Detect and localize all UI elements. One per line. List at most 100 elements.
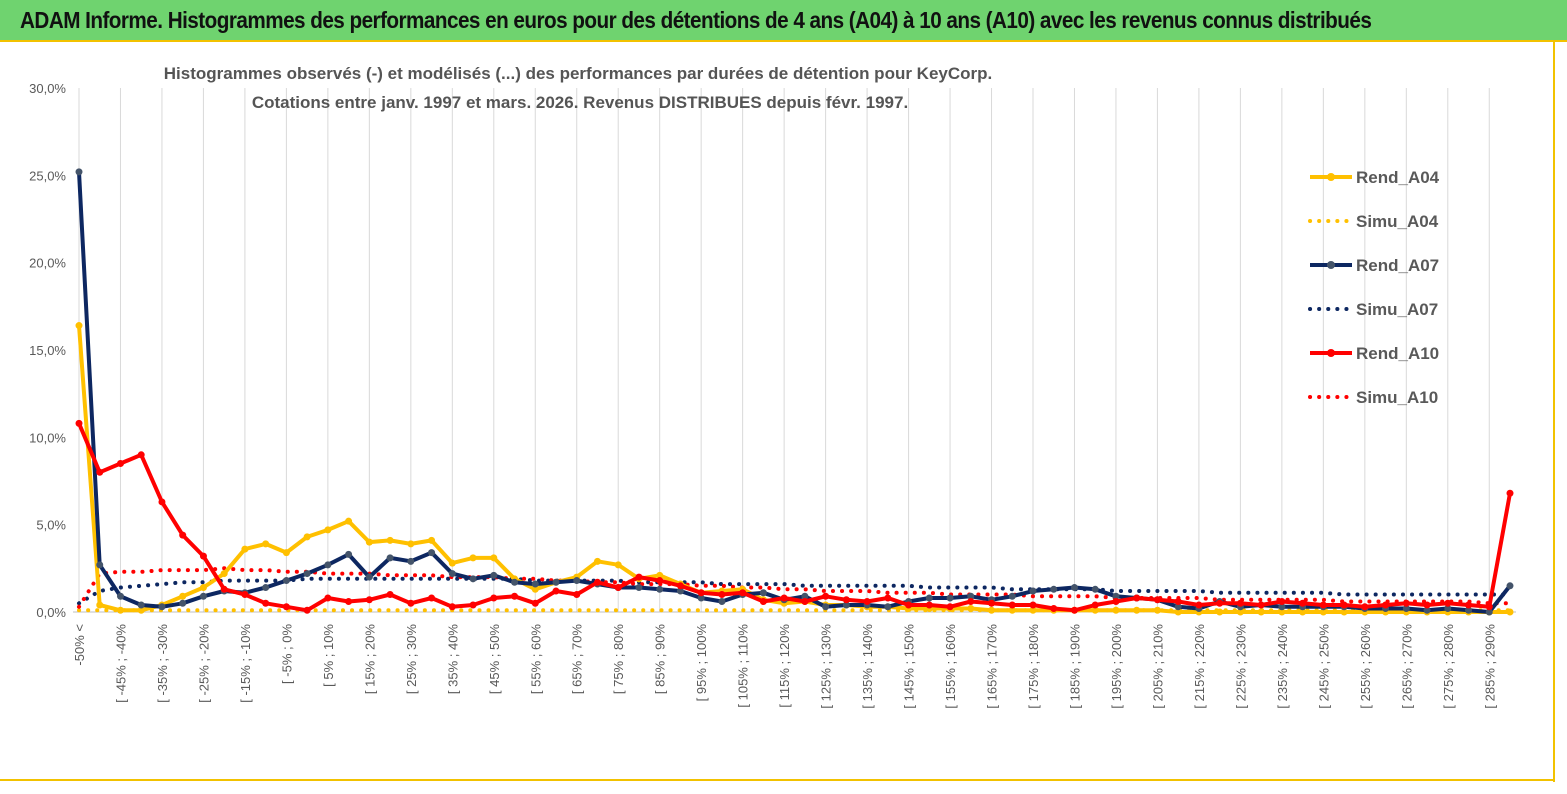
data-point bbox=[1485, 608, 1493, 616]
data-point bbox=[469, 554, 477, 562]
data-point bbox=[448, 570, 456, 578]
x-tick-label: [ -35% ; -30% bbox=[155, 624, 170, 703]
data-point bbox=[158, 498, 166, 506]
x-tick-label: [ 215% ; 220% bbox=[1192, 624, 1207, 709]
series-rend_a10 bbox=[75, 419, 1514, 614]
data-point bbox=[1112, 606, 1120, 614]
data-point bbox=[1091, 585, 1099, 593]
x-tick-label: [ 225% ; 230% bbox=[1233, 624, 1248, 709]
gridlines bbox=[78, 88, 1490, 612]
chart-title-line-1: Histogrammes observés (-) et modélisés (… bbox=[164, 64, 993, 83]
data-point bbox=[531, 599, 539, 607]
data-point bbox=[573, 577, 581, 585]
data-point bbox=[676, 582, 684, 590]
data-point bbox=[1112, 592, 1120, 600]
data-point bbox=[262, 599, 270, 607]
data-point bbox=[469, 601, 477, 609]
data-point bbox=[1444, 599, 1452, 607]
x-tick-label: [ 75% ; 80% bbox=[611, 624, 626, 695]
data-point bbox=[407, 540, 415, 548]
data-point bbox=[1299, 599, 1307, 607]
data-point bbox=[1008, 601, 1016, 609]
x-tick-label: [ 135% ; 140% bbox=[860, 624, 875, 709]
data-point bbox=[1133, 594, 1141, 602]
data-point bbox=[531, 580, 539, 588]
data-point bbox=[1423, 601, 1431, 609]
data-point bbox=[448, 559, 456, 567]
x-tick-label: [ 25% ; 30% bbox=[404, 624, 419, 695]
data-point bbox=[718, 598, 726, 606]
x-tick-label: [ 115% ; 120% bbox=[777, 624, 792, 708]
data-point bbox=[1340, 608, 1348, 616]
data-point bbox=[324, 561, 332, 569]
y-tick-label: 25,0% bbox=[29, 168, 66, 183]
frame-bottom-edge bbox=[0, 779, 1555, 781]
axes: 0,0% 5,0% 10,0% 15,0% 20,0% 25,0% 30,0% -50% < [… bbox=[29, 81, 1516, 709]
x-tick-label: [ 285% ; 290% bbox=[1482, 624, 1497, 709]
data-point bbox=[220, 570, 228, 578]
data-point bbox=[1257, 608, 1265, 616]
data-point bbox=[822, 592, 830, 600]
data-point bbox=[241, 545, 249, 553]
data-point bbox=[1153, 606, 1161, 614]
data-point bbox=[552, 587, 560, 595]
data-point bbox=[137, 451, 145, 459]
data-point bbox=[842, 596, 850, 604]
data-point bbox=[179, 592, 187, 600]
y-tick-label: 10,0% bbox=[29, 430, 66, 445]
series bbox=[75, 168, 1514, 616]
data-point bbox=[656, 585, 664, 593]
data-point bbox=[573, 591, 581, 599]
data-point bbox=[324, 526, 332, 534]
data-point bbox=[428, 536, 436, 544]
data-point bbox=[199, 552, 207, 560]
data-point bbox=[739, 589, 747, 597]
x-tick-label: [ 145% ; 150% bbox=[902, 624, 917, 709]
data-point bbox=[262, 584, 270, 592]
data-point bbox=[1174, 598, 1182, 606]
data-point bbox=[1506, 489, 1514, 497]
data-point bbox=[1361, 603, 1369, 611]
data-point bbox=[759, 589, 767, 597]
line-chart: 0,0% 5,0% 10,0% 15,0% 20,0% 25,0% 30,0% -50% < [… bbox=[29, 64, 1516, 709]
series-line-rend_a04 bbox=[77, 325, 1510, 614]
data-point bbox=[345, 550, 353, 558]
data-point bbox=[1382, 601, 1390, 609]
x-tick-label: [ -45% ; -40% bbox=[113, 624, 128, 703]
data-point bbox=[1029, 606, 1037, 614]
data-point bbox=[1008, 606, 1016, 614]
data-point bbox=[863, 598, 871, 606]
series-rend_a04 bbox=[75, 322, 1514, 616]
legend-marker bbox=[1327, 173, 1335, 181]
data-point bbox=[511, 592, 519, 600]
data-point bbox=[490, 571, 498, 579]
x-tick-label: [ 265% ; 270% bbox=[1399, 624, 1414, 709]
x-tick-label: [ 95% ; 100% bbox=[694, 624, 709, 702]
data-point bbox=[469, 575, 477, 583]
data-point bbox=[511, 578, 519, 586]
data-point bbox=[179, 531, 187, 539]
data-point bbox=[1423, 606, 1431, 614]
data-point bbox=[1506, 608, 1514, 616]
data-point bbox=[179, 599, 187, 607]
data-point bbox=[386, 536, 394, 544]
data-point bbox=[946, 594, 954, 602]
data-point bbox=[656, 577, 664, 585]
data-point bbox=[241, 591, 249, 599]
x-tick-label: [ 275% ; 280% bbox=[1441, 624, 1456, 709]
legend-item: Simu_A04 bbox=[1308, 212, 1439, 231]
data-point bbox=[1340, 601, 1348, 609]
data-point bbox=[593, 578, 601, 586]
y-tick-label: 5,0% bbox=[36, 518, 66, 533]
data-point bbox=[1070, 584, 1078, 592]
legend-item: Rend_A10 bbox=[1310, 344, 1439, 363]
legend-item: Rend_A04 bbox=[1310, 168, 1440, 187]
data-point bbox=[158, 603, 166, 611]
data-point bbox=[490, 554, 498, 562]
data-point bbox=[884, 594, 892, 602]
data-point bbox=[365, 573, 373, 581]
data-point bbox=[303, 533, 311, 541]
x-tick-label: [ 205% ; 210% bbox=[1150, 624, 1165, 709]
series-line-simu_a07 bbox=[77, 576, 1512, 606]
data-point bbox=[697, 594, 705, 602]
